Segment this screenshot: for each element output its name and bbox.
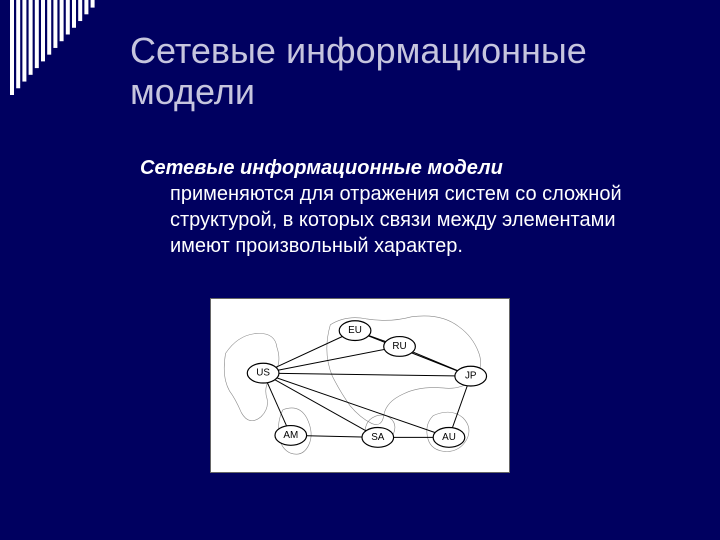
node-SA: SA	[362, 428, 394, 448]
node-AM: AM	[275, 426, 307, 446]
svg-text:RU: RU	[392, 341, 406, 352]
body-lead: Сетевые информационные модели	[140, 157, 503, 179]
svg-text:JP: JP	[465, 371, 477, 382]
edge-US-EU	[263, 331, 355, 374]
edge-US-JP	[263, 373, 471, 376]
slide-body: Сетевые информационные модели применяютс…	[140, 155, 650, 259]
svg-text:SA: SA	[371, 432, 385, 443]
network-diagram: EU RU US JP AM SA AU	[210, 298, 510, 473]
network-svg: EU RU US JP AM SA AU	[211, 299, 509, 472]
node-RU: RU	[384, 337, 416, 357]
slide-title: Сетевые информационные модели	[130, 30, 660, 113]
node-EU: EU	[339, 321, 371, 341]
svg-text:EU: EU	[348, 325, 362, 336]
body-rest: применяются для отражения систем со слож…	[170, 183, 622, 257]
corner-decoration	[0, 0, 120, 95]
svg-text:AU: AU	[442, 432, 456, 443]
svg-text:US: US	[256, 368, 270, 379]
node-JP: JP	[455, 366, 487, 386]
node-AU: AU	[433, 428, 465, 448]
svg-text:AM: AM	[283, 430, 298, 441]
node-US: US	[247, 363, 279, 383]
edge-US-RU	[263, 346, 399, 373]
